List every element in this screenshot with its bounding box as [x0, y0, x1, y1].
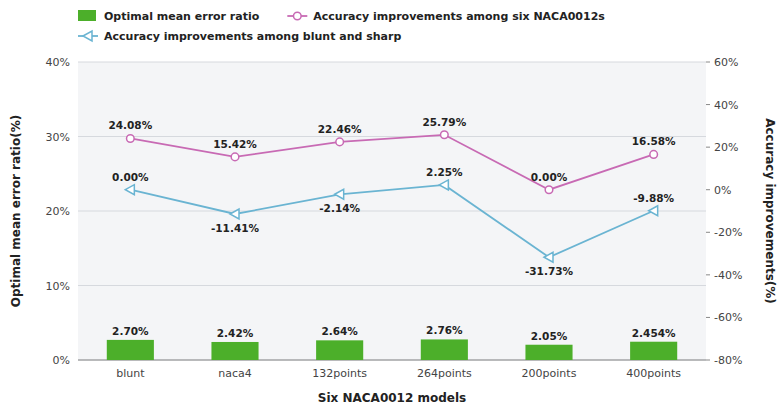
line-marker — [441, 131, 449, 139]
line-label: 0.00% — [531, 171, 568, 183]
line-marker — [545, 186, 553, 194]
bar-label: 2.64% — [321, 325, 358, 337]
y2-tick — [706, 147, 710, 148]
line-marker — [650, 151, 658, 159]
y2-tick-label: -20% — [714, 226, 742, 239]
y2-tick-label: -40% — [714, 269, 742, 282]
y-tick-label: 0% — [53, 354, 70, 367]
bar-label: 2.05% — [531, 330, 568, 342]
y2-tick — [706, 62, 710, 63]
line-marker — [231, 153, 239, 161]
y2-tick — [706, 189, 710, 190]
bar — [211, 342, 258, 360]
y2-tick-label: 0% — [714, 184, 731, 197]
legend-item: Optimal mean error ratio — [78, 10, 260, 23]
line — [130, 185, 653, 257]
line-label: -31.73% — [525, 265, 574, 277]
x-tick-label: blunt — [116, 367, 145, 380]
y-tick-label: 20% — [46, 205, 70, 218]
y2-tick-label: 60% — [714, 56, 738, 69]
line-marker — [127, 135, 135, 143]
bar — [525, 345, 572, 360]
y2-tick — [706, 360, 710, 361]
line-label: -11.41% — [211, 222, 260, 234]
line — [130, 135, 653, 190]
line-label: 0.00% — [112, 171, 149, 183]
legend-label: Optimal mean error ratio — [104, 10, 260, 23]
bar — [107, 340, 154, 360]
x-tick-label: naca4 — [218, 367, 252, 380]
bar — [630, 342, 677, 360]
grid-line — [78, 285, 706, 286]
legend-item: Accuracy improvements among six NACA0012… — [287, 10, 605, 23]
bar — [421, 339, 468, 360]
grid-line — [78, 136, 706, 137]
legend-label: Accuracy improvements among blunt and sh… — [104, 30, 401, 43]
line-label: 22.46% — [318, 123, 362, 135]
marks — [107, 131, 677, 360]
line-label: 2.25% — [426, 166, 463, 178]
legend-marker — [294, 12, 302, 20]
y2-tick — [706, 104, 710, 105]
line-label: -2.14% — [319, 202, 360, 214]
legend-label: Accuracy improvements among six NACA0012… — [313, 10, 605, 23]
bar-label: 2.454% — [632, 327, 676, 339]
y2-tick — [706, 317, 710, 318]
chart: 0% 10% 20% 30% 40% -80% -60% -40% -20% 0% 20% 40% 60… — [0, 0, 784, 417]
legend-item: Accuracy improvements among blunt and sh… — [78, 30, 401, 43]
line-label: 25.79% — [422, 116, 466, 128]
line-marker — [335, 189, 344, 199]
line-label: 15.42% — [213, 138, 257, 150]
y2-tick-label: 40% — [714, 99, 738, 112]
line-marker — [336, 138, 344, 146]
plot-background — [78, 62, 706, 360]
y2-tick-label: 20% — [714, 141, 738, 154]
line-marker — [544, 252, 553, 262]
y-tick-label: 30% — [46, 131, 70, 144]
y-tick-label: 40% — [46, 56, 70, 69]
grid-line — [78, 360, 706, 361]
grid-line — [78, 62, 706, 63]
legend: Optimal mean error ratio Accuracy improve… — [78, 10, 605, 43]
line-label: 16.58% — [632, 135, 676, 147]
bar-label: 2.70% — [112, 325, 149, 337]
legend-swatch — [78, 10, 96, 21]
y2-tick-label: -60% — [714, 311, 742, 324]
bar-label: 2.76% — [426, 324, 463, 336]
bar-label: 2.42% — [217, 327, 254, 339]
data-labels: 2.70% 2.42% 2.64% 2.76% 2.05% 2.454% 24.08% 15.… — [108, 116, 676, 342]
bar — [316, 340, 363, 360]
x-axis-title: Six NACA0012 models — [318, 391, 466, 405]
x-tick-label: 400points — [626, 367, 681, 380]
line-marker — [125, 185, 134, 195]
y2-tick — [706, 232, 710, 233]
line-marker — [230, 209, 239, 219]
x-tick-label: 264points — [417, 367, 472, 380]
y2-tick — [706, 274, 710, 275]
line-marker — [439, 180, 448, 190]
x-tick-label: 132points — [312, 367, 367, 380]
legend-marker — [83, 31, 92, 41]
grid-line — [78, 211, 706, 212]
y2-axis-title: Accuracy improvements(%) — [763, 118, 777, 304]
y-tick-label: 10% — [46, 280, 70, 293]
line-label: -9.88% — [633, 192, 674, 204]
x-axis-line — [78, 360, 706, 361]
x-tick-label: 200points — [522, 367, 577, 380]
line-marker — [649, 206, 658, 216]
y2-tick-label: -80% — [714, 354, 742, 367]
line-label: 24.08% — [108, 119, 152, 131]
y-axis-title: Optimal mean error ratio(%) — [9, 115, 23, 307]
